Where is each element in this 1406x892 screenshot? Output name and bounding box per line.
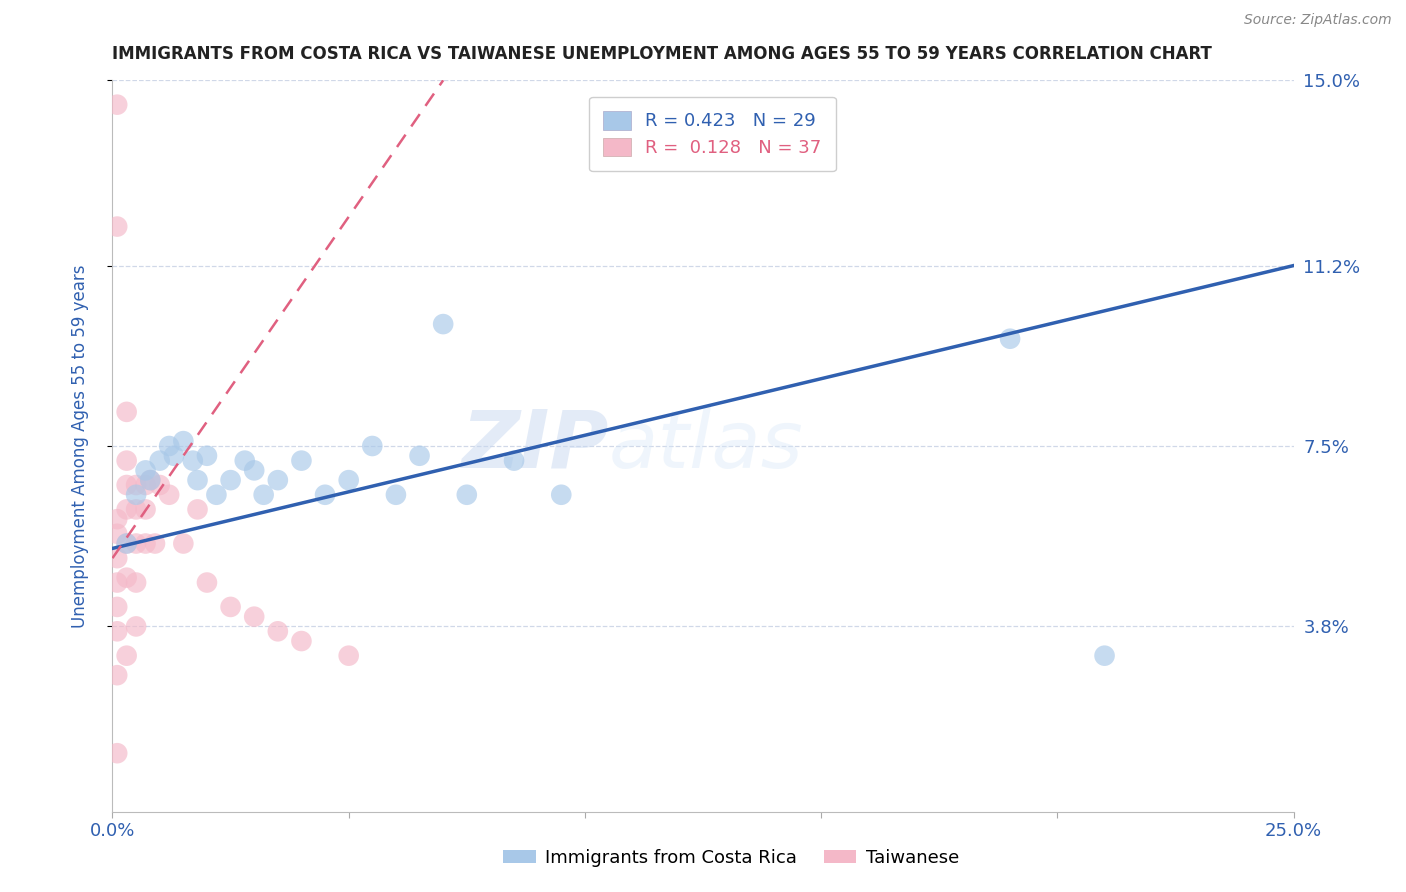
Point [115, 648, 138, 663]
Point [163, 449, 186, 463]
Point [115, 571, 138, 585]
Point [172, 536, 194, 550]
Point [337, 473, 360, 487]
Point [361, 439, 384, 453]
Point [105, 575, 128, 590]
Point [125, 619, 148, 633]
Point [105, 668, 128, 682]
Point [385, 488, 408, 502]
Point [998, 332, 1021, 346]
Point [157, 488, 180, 502]
Legend: R = 0.423   N = 29, R =  0.128   N = 37: R = 0.423 N = 29, R = 0.128 N = 37 [589, 96, 835, 171]
Point [125, 575, 148, 590]
Point [219, 473, 242, 487]
Point [125, 488, 148, 502]
Point [105, 599, 128, 614]
Point [105, 97, 128, 112]
Point [157, 439, 180, 453]
Point [115, 453, 138, 467]
Point [125, 536, 148, 550]
Text: ZIP: ZIP [461, 407, 609, 485]
Point [290, 453, 312, 467]
Point [115, 405, 138, 419]
Point [172, 434, 194, 449]
Text: atlas: atlas [609, 407, 803, 485]
Point [135, 478, 157, 492]
Point [186, 473, 208, 487]
Point [125, 502, 148, 516]
Point [105, 624, 128, 639]
Point [195, 449, 218, 463]
Point [195, 575, 218, 590]
Point [135, 463, 157, 477]
Legend: Immigrants from Costa Rica, Taiwanese: Immigrants from Costa Rica, Taiwanese [496, 842, 966, 874]
Point [125, 478, 148, 492]
Point [503, 453, 526, 467]
Y-axis label: Unemployment Among Ages 55 to 59 years: Unemployment Among Ages 55 to 59 years [70, 264, 89, 628]
Point [115, 502, 138, 516]
Point [135, 502, 157, 516]
Point [205, 488, 228, 502]
Text: IMMIGRANTS FROM COSTA RICA VS TAIWANESE UNEMPLOYMENT AMONG AGES 55 TO 59 YEARS C: IMMIGRANTS FROM COSTA RICA VS TAIWANESE … [112, 45, 1212, 63]
Point [149, 478, 172, 492]
Point [105, 512, 128, 526]
Point [105, 526, 128, 541]
Point [181, 453, 204, 467]
Point [105, 551, 128, 566]
Point [115, 478, 138, 492]
Point [149, 453, 172, 467]
Point [143, 536, 166, 550]
Point [456, 488, 478, 502]
Point [408, 449, 430, 463]
Point [432, 317, 454, 331]
Point [290, 634, 312, 648]
Point [186, 502, 208, 516]
Point [1094, 648, 1116, 663]
Point [135, 536, 157, 550]
Point [105, 746, 128, 760]
Point [139, 473, 162, 487]
Point [139, 473, 162, 487]
Point [233, 453, 256, 467]
Point [219, 599, 242, 614]
Point [267, 624, 290, 639]
Text: Source: ZipAtlas.com: Source: ZipAtlas.com [1244, 13, 1392, 28]
Point [105, 219, 128, 234]
Point [115, 536, 138, 550]
Point [314, 488, 336, 502]
Point [267, 473, 290, 487]
Point [253, 488, 276, 502]
Point [243, 463, 266, 477]
Point [550, 488, 572, 502]
Point [337, 648, 360, 663]
Point [115, 536, 138, 550]
Point [243, 609, 266, 624]
